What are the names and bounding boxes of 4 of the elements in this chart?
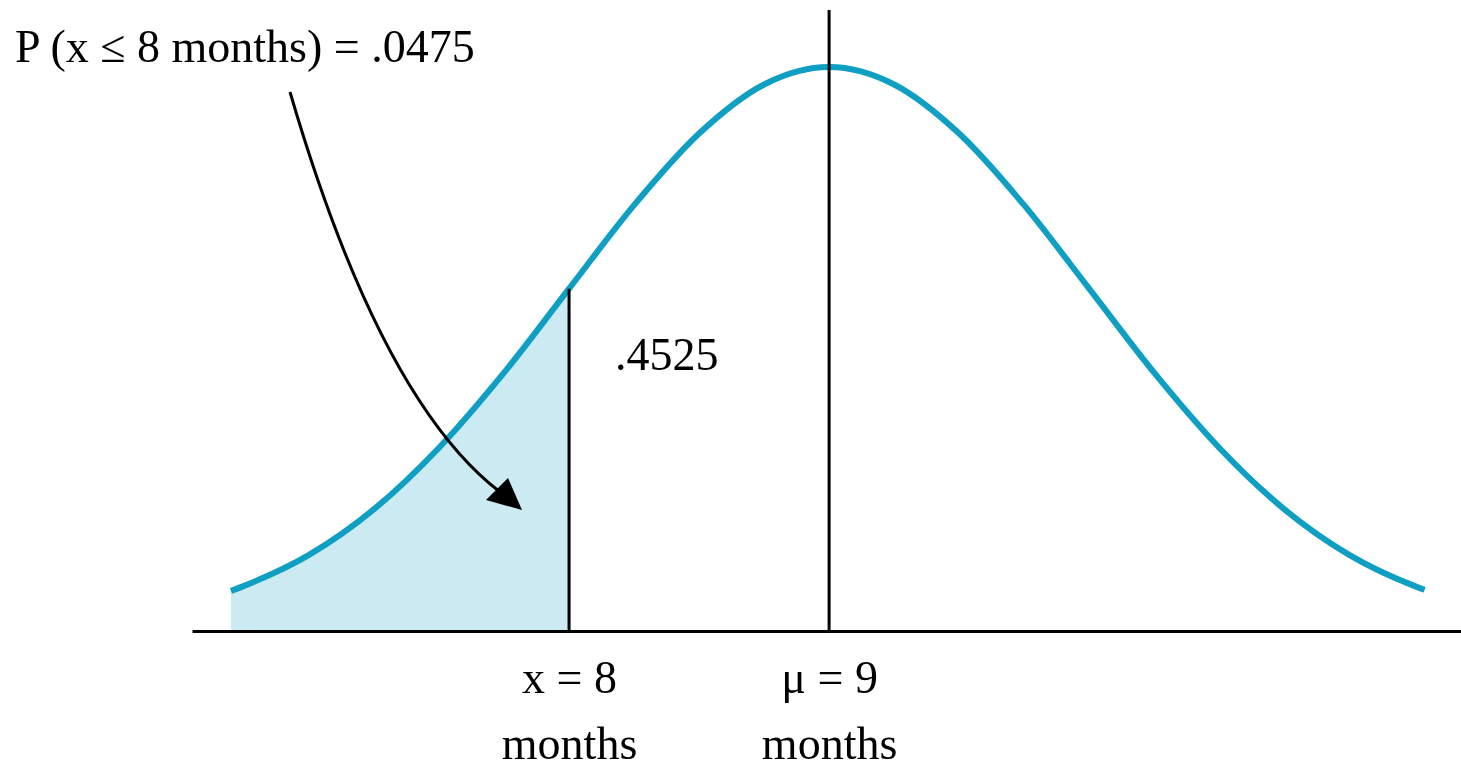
x-tick-label: μ = 9 months	[761, 652, 898, 769]
x-tick-label: x = 8 months	[501, 652, 638, 769]
annotation: .4525	[615, 329, 719, 380]
annotation: P (x ≤ 8 months) = .0475	[15, 21, 475, 72]
